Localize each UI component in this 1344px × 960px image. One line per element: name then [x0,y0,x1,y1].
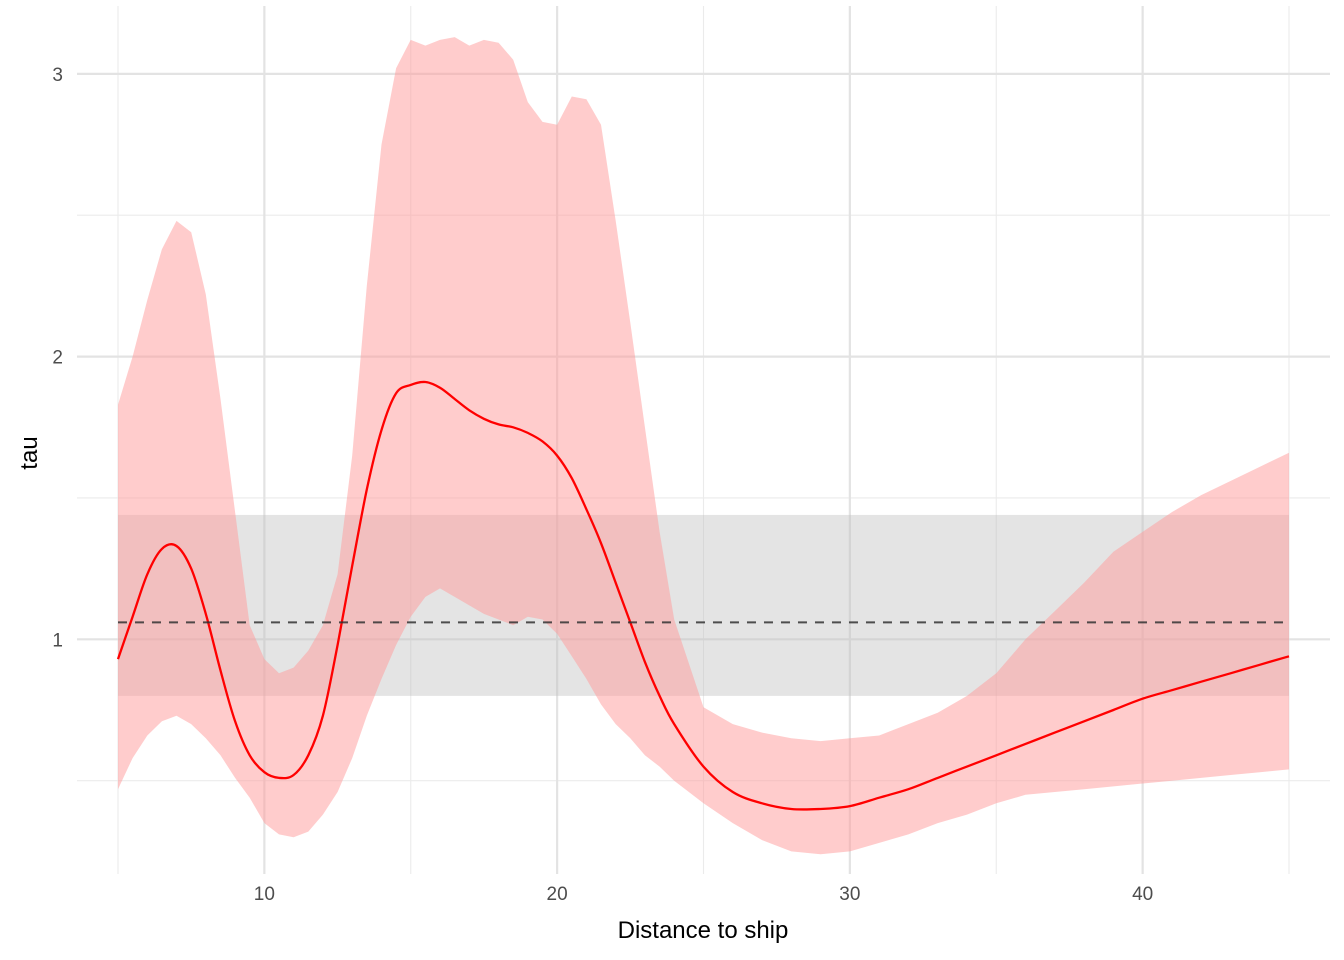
series-line [116,380,1290,811]
y-axis-ticks: 1 2 3 [52,65,63,651]
x-tick-label: 30 [839,884,860,905]
y-tick-label: 1 [52,630,63,651]
x-tick-label: 10 [254,884,275,905]
x-axis-ticks: 10 20 30 40 [254,884,1153,905]
x-axis-title: Distance to ship [618,917,789,944]
y-axis-title: tau [16,436,43,469]
y-tick-label: 3 [52,65,63,86]
series-line-layer [116,380,1290,811]
confidence-ribbon-layer [118,37,1289,855]
x-tick-label: 20 [547,884,568,905]
x-tick-label: 40 [1132,884,1153,905]
y-tick-label: 2 [52,348,63,369]
confidence-ribbon [118,37,1289,855]
